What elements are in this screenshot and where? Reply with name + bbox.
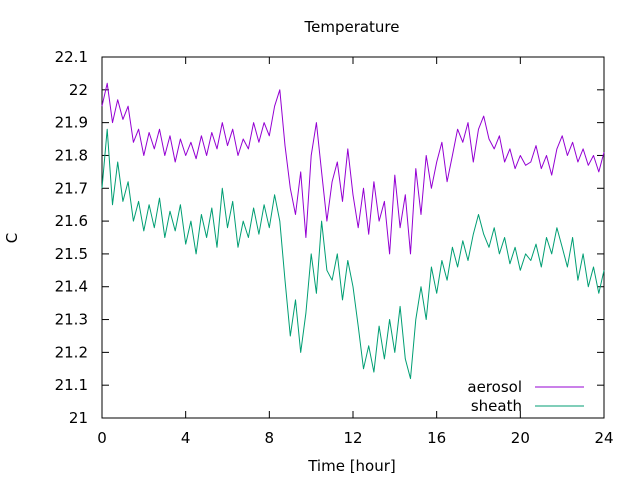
y-tick-label: 22 bbox=[69, 81, 88, 99]
x-tick-label: 24 bbox=[594, 429, 613, 447]
legend-label-sheath: sheath bbox=[471, 397, 522, 415]
x-tick-label: 20 bbox=[511, 429, 530, 447]
series-line-sheath bbox=[101, 128, 605, 380]
x-tick-label: 4 bbox=[181, 429, 191, 447]
y-tick-label: 21.8 bbox=[55, 146, 88, 164]
y-tick-label: 21.9 bbox=[55, 114, 88, 132]
legend-label-aerosol: aerosol bbox=[467, 378, 522, 396]
x-tick-label: 16 bbox=[427, 429, 446, 447]
x-axis-ticks: 0 4 8 12 16 20 24 bbox=[97, 57, 614, 447]
series-lines bbox=[101, 82, 605, 380]
chart-title: Temperature bbox=[303, 18, 399, 36]
x-tick-label: 0 bbox=[97, 429, 107, 447]
plot-area-border bbox=[101, 56, 605, 419]
y-axis-ticks: 21 21.1 21.2 21.3 21.4 21.5 21.6 21.7 21.8 21.9 22… bbox=[55, 48, 604, 427]
y-tick-label: 21.3 bbox=[55, 311, 88, 329]
y-tick-label: 21.5 bbox=[55, 245, 88, 263]
y-tick-label: 21.2 bbox=[55, 343, 88, 361]
y-axis-label: C bbox=[3, 233, 21, 243]
x-tick-label: 8 bbox=[265, 429, 275, 447]
x-axis-label: Time [hour] bbox=[307, 457, 396, 475]
y-tick-label: 21 bbox=[69, 409, 88, 427]
y-tick-label: 21.6 bbox=[55, 212, 88, 230]
legend: aerosol sheath bbox=[467, 378, 584, 415]
y-tick-label: 21.1 bbox=[55, 376, 88, 394]
y-tick-label: 21.4 bbox=[55, 278, 88, 296]
x-tick-label: 12 bbox=[343, 429, 362, 447]
y-tick-label: 21.7 bbox=[55, 179, 88, 197]
series-line-aerosol bbox=[101, 82, 605, 255]
y-tick-label: 22.1 bbox=[55, 48, 88, 66]
